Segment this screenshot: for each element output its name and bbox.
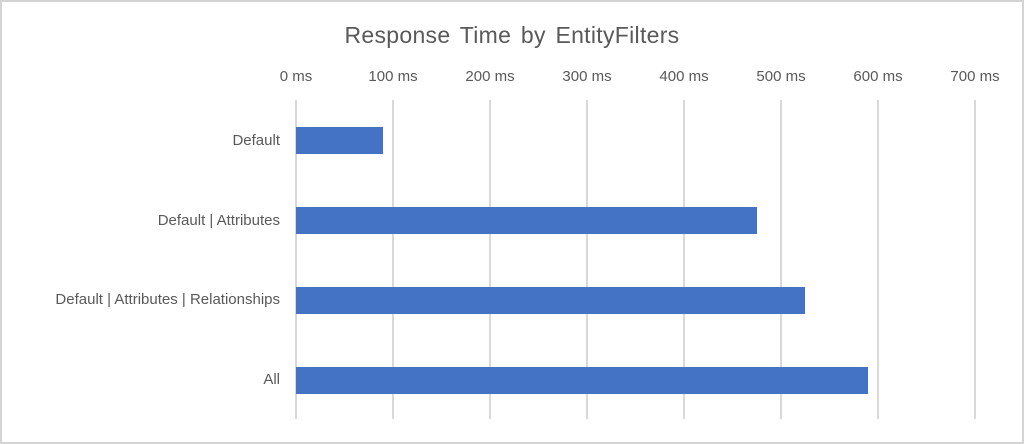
x-axis-tick-label: 300 ms	[562, 68, 612, 85]
x-axis-tick-label: 600 ms	[853, 68, 903, 85]
gridline	[392, 100, 394, 419]
gridline	[877, 100, 879, 419]
x-axis-tick-label: 500 ms	[756, 68, 806, 85]
y-axis-category-label: Default | Attributes | Relationships	[55, 291, 280, 309]
y-axis-category-label: Default	[232, 131, 280, 149]
bar	[296, 366, 869, 394]
y-axis-category-label: All	[263, 371, 280, 389]
gridline	[295, 100, 297, 419]
plot-area	[295, 100, 976, 419]
gridline	[489, 100, 491, 419]
chart-title: Response Time by EntityFilters	[344, 22, 680, 48]
gridline	[974, 100, 976, 419]
bar	[296, 127, 384, 155]
x-axis-tick-label: 100 ms	[368, 68, 418, 85]
gridline	[780, 100, 782, 419]
gridline	[683, 100, 685, 419]
bar	[296, 286, 806, 314]
x-axis-tick-label: 200 ms	[465, 68, 515, 85]
y-axis-category-label: Default | Attributes	[157, 211, 280, 229]
x-axis-tick-label: 400 ms	[659, 68, 709, 85]
x-axis-tick-label: 700 ms	[950, 68, 1000, 85]
bar	[296, 207, 757, 235]
x-axis-tick-label: 0 ms	[279, 68, 313, 85]
gridline	[586, 100, 588, 419]
